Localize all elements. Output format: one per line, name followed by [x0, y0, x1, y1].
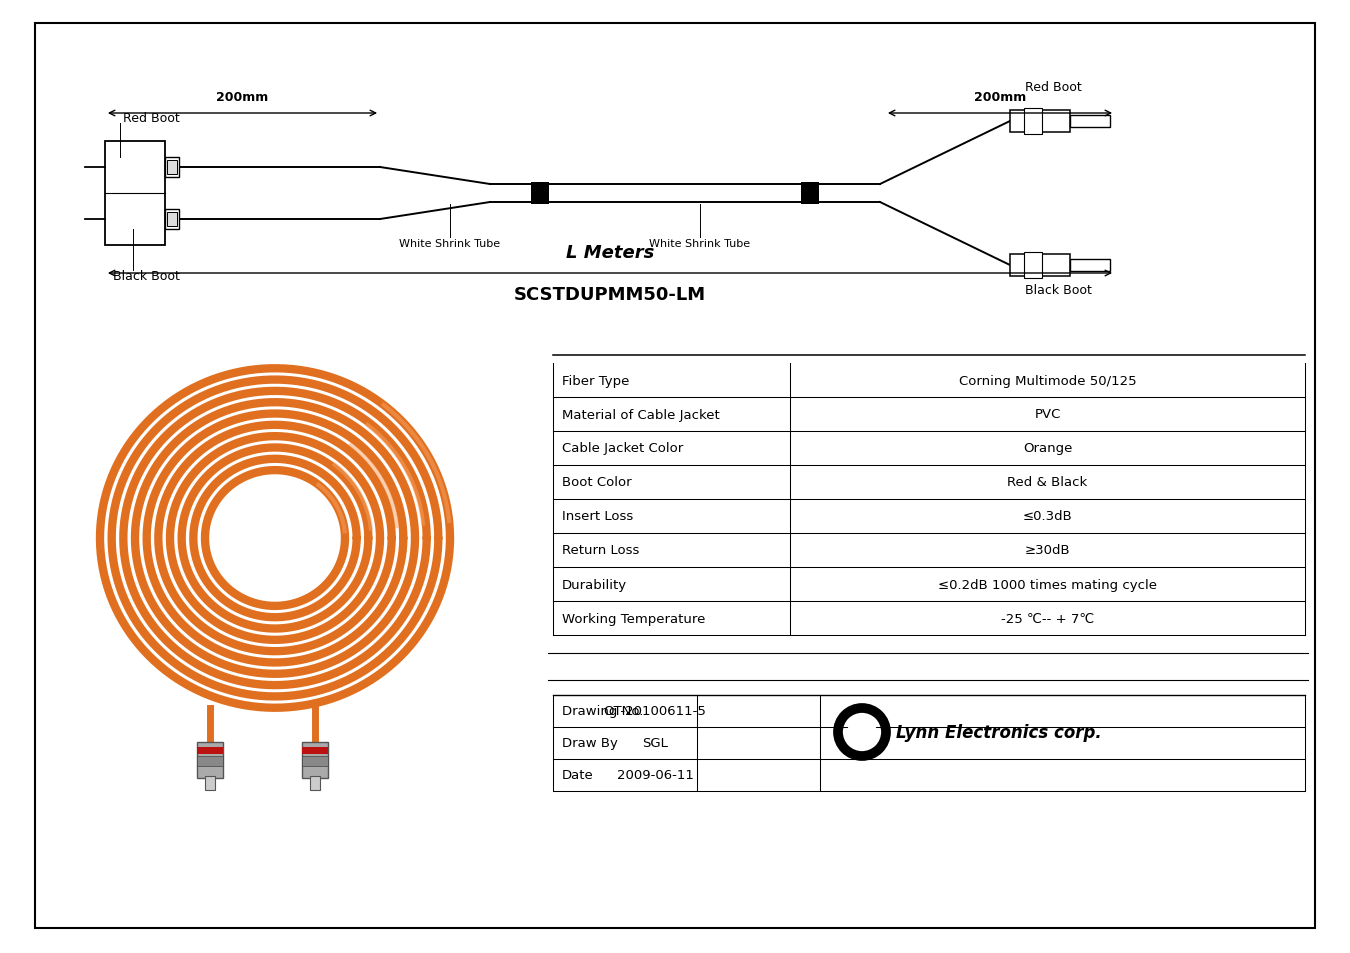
Text: Cable Jacket Color: Cable Jacket Color: [562, 442, 683, 455]
Text: Lynn Electronics corp.: Lynn Electronics corp.: [896, 723, 1102, 741]
Bar: [302, 747, 328, 754]
Text: 200mm: 200mm: [973, 91, 1026, 104]
Bar: [167, 161, 177, 174]
Bar: [310, 776, 320, 790]
Text: ≥30dB: ≥30dB: [1025, 544, 1071, 557]
Bar: [531, 183, 549, 205]
Text: 200mm: 200mm: [216, 91, 269, 104]
Bar: [1071, 116, 1110, 128]
Bar: [205, 776, 215, 790]
Text: L Meters: L Meters: [566, 244, 655, 262]
Text: Corning Multimode 50/125: Corning Multimode 50/125: [958, 375, 1137, 387]
Bar: [197, 747, 223, 754]
Text: Boot Color: Boot Color: [562, 476, 632, 489]
Text: Material of Cable Jacket: Material of Cable Jacket: [562, 408, 720, 421]
Bar: [1010, 254, 1071, 276]
Bar: [801, 183, 819, 205]
Bar: [197, 742, 223, 779]
Text: Red Boot: Red Boot: [123, 112, 180, 126]
Bar: [105, 142, 165, 246]
Bar: [1071, 260, 1110, 272]
Bar: [167, 213, 177, 227]
Text: Black Boot: Black Boot: [1025, 284, 1092, 296]
Text: Durability: Durability: [562, 578, 628, 591]
Text: Fiber Type: Fiber Type: [562, 375, 629, 387]
Text: White Shrink Tube: White Shrink Tube: [649, 239, 751, 249]
Text: ≤0.3dB: ≤0.3dB: [1023, 510, 1072, 523]
Text: Red & Black: Red & Black: [1007, 476, 1088, 489]
Text: 2009-06-11: 2009-06-11: [617, 769, 694, 781]
Bar: [1010, 111, 1071, 132]
Text: ≤0.2dB 1000 times mating cycle: ≤0.2dB 1000 times mating cycle: [938, 578, 1157, 591]
Circle shape: [223, 486, 327, 590]
Text: Black Boot: Black Boot: [113, 269, 180, 282]
Text: -25 ℃-- + 7℃: -25 ℃-- + 7℃: [1000, 612, 1094, 625]
Text: White Shrink Tube: White Shrink Tube: [400, 239, 501, 249]
Bar: [165, 210, 180, 230]
Text: OT-20100611-5: OT-20100611-5: [603, 705, 706, 718]
Text: Red Boot: Red Boot: [1025, 81, 1081, 94]
Text: Working Temperature: Working Temperature: [562, 612, 706, 625]
Text: SGL: SGL: [643, 737, 668, 750]
Text: SCSTDUPMM50-LM: SCSTDUPMM50-LM: [514, 286, 706, 304]
Text: Orange: Orange: [1023, 442, 1072, 455]
Text: PVC: PVC: [1034, 408, 1061, 421]
Text: Drawing No.: Drawing No.: [562, 705, 644, 718]
Bar: [165, 158, 180, 178]
Text: Return Loss: Return Loss: [562, 544, 640, 557]
Bar: [1025, 253, 1042, 278]
Bar: [1025, 109, 1042, 135]
Text: Insert Loss: Insert Loss: [562, 510, 633, 523]
Bar: [302, 757, 328, 766]
Bar: [197, 757, 223, 766]
Text: Draw By: Draw By: [562, 737, 618, 750]
Text: Date: Date: [562, 769, 594, 781]
Circle shape: [848, 719, 876, 746]
Bar: [302, 742, 328, 779]
